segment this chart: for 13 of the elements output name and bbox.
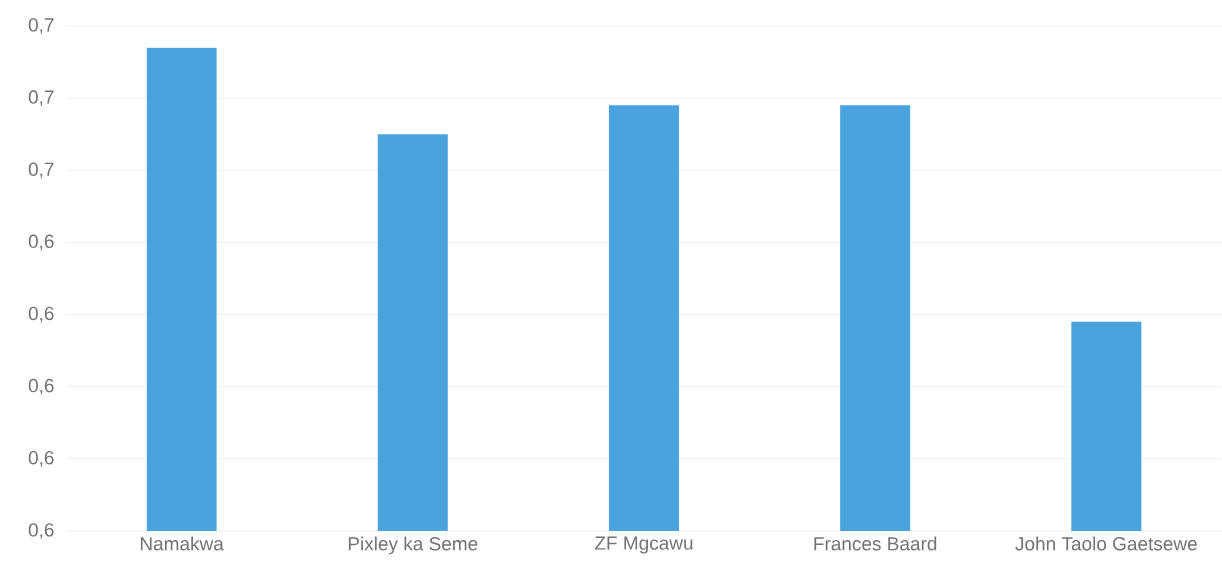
y-tick-label: 0,6 bbox=[28, 451, 54, 467]
y-tick-label: 0,6 bbox=[28, 234, 54, 251]
y-tick-label: 0,7 bbox=[28, 90, 54, 106]
x-tick-label: Namakwa bbox=[140, 536, 224, 551]
y-tick-label: 0,6 bbox=[28, 378, 54, 395]
x-tick-label: ZF Mgcawu bbox=[594, 536, 693, 554]
x-tick-label: Frances Baard bbox=[814, 536, 937, 551]
x-tick-label: Pixley ka Seme bbox=[348, 536, 478, 555]
x-tick-label: John Taolo Gaetsewe bbox=[1015, 536, 1197, 551]
y-tick-label: 0,7 bbox=[28, 18, 54, 34]
y-tick-label: 0,7 bbox=[28, 162, 54, 179]
y-tick-label: 0,6 bbox=[28, 306, 54, 323]
y-tick-label: 0,6 bbox=[28, 523, 54, 539]
